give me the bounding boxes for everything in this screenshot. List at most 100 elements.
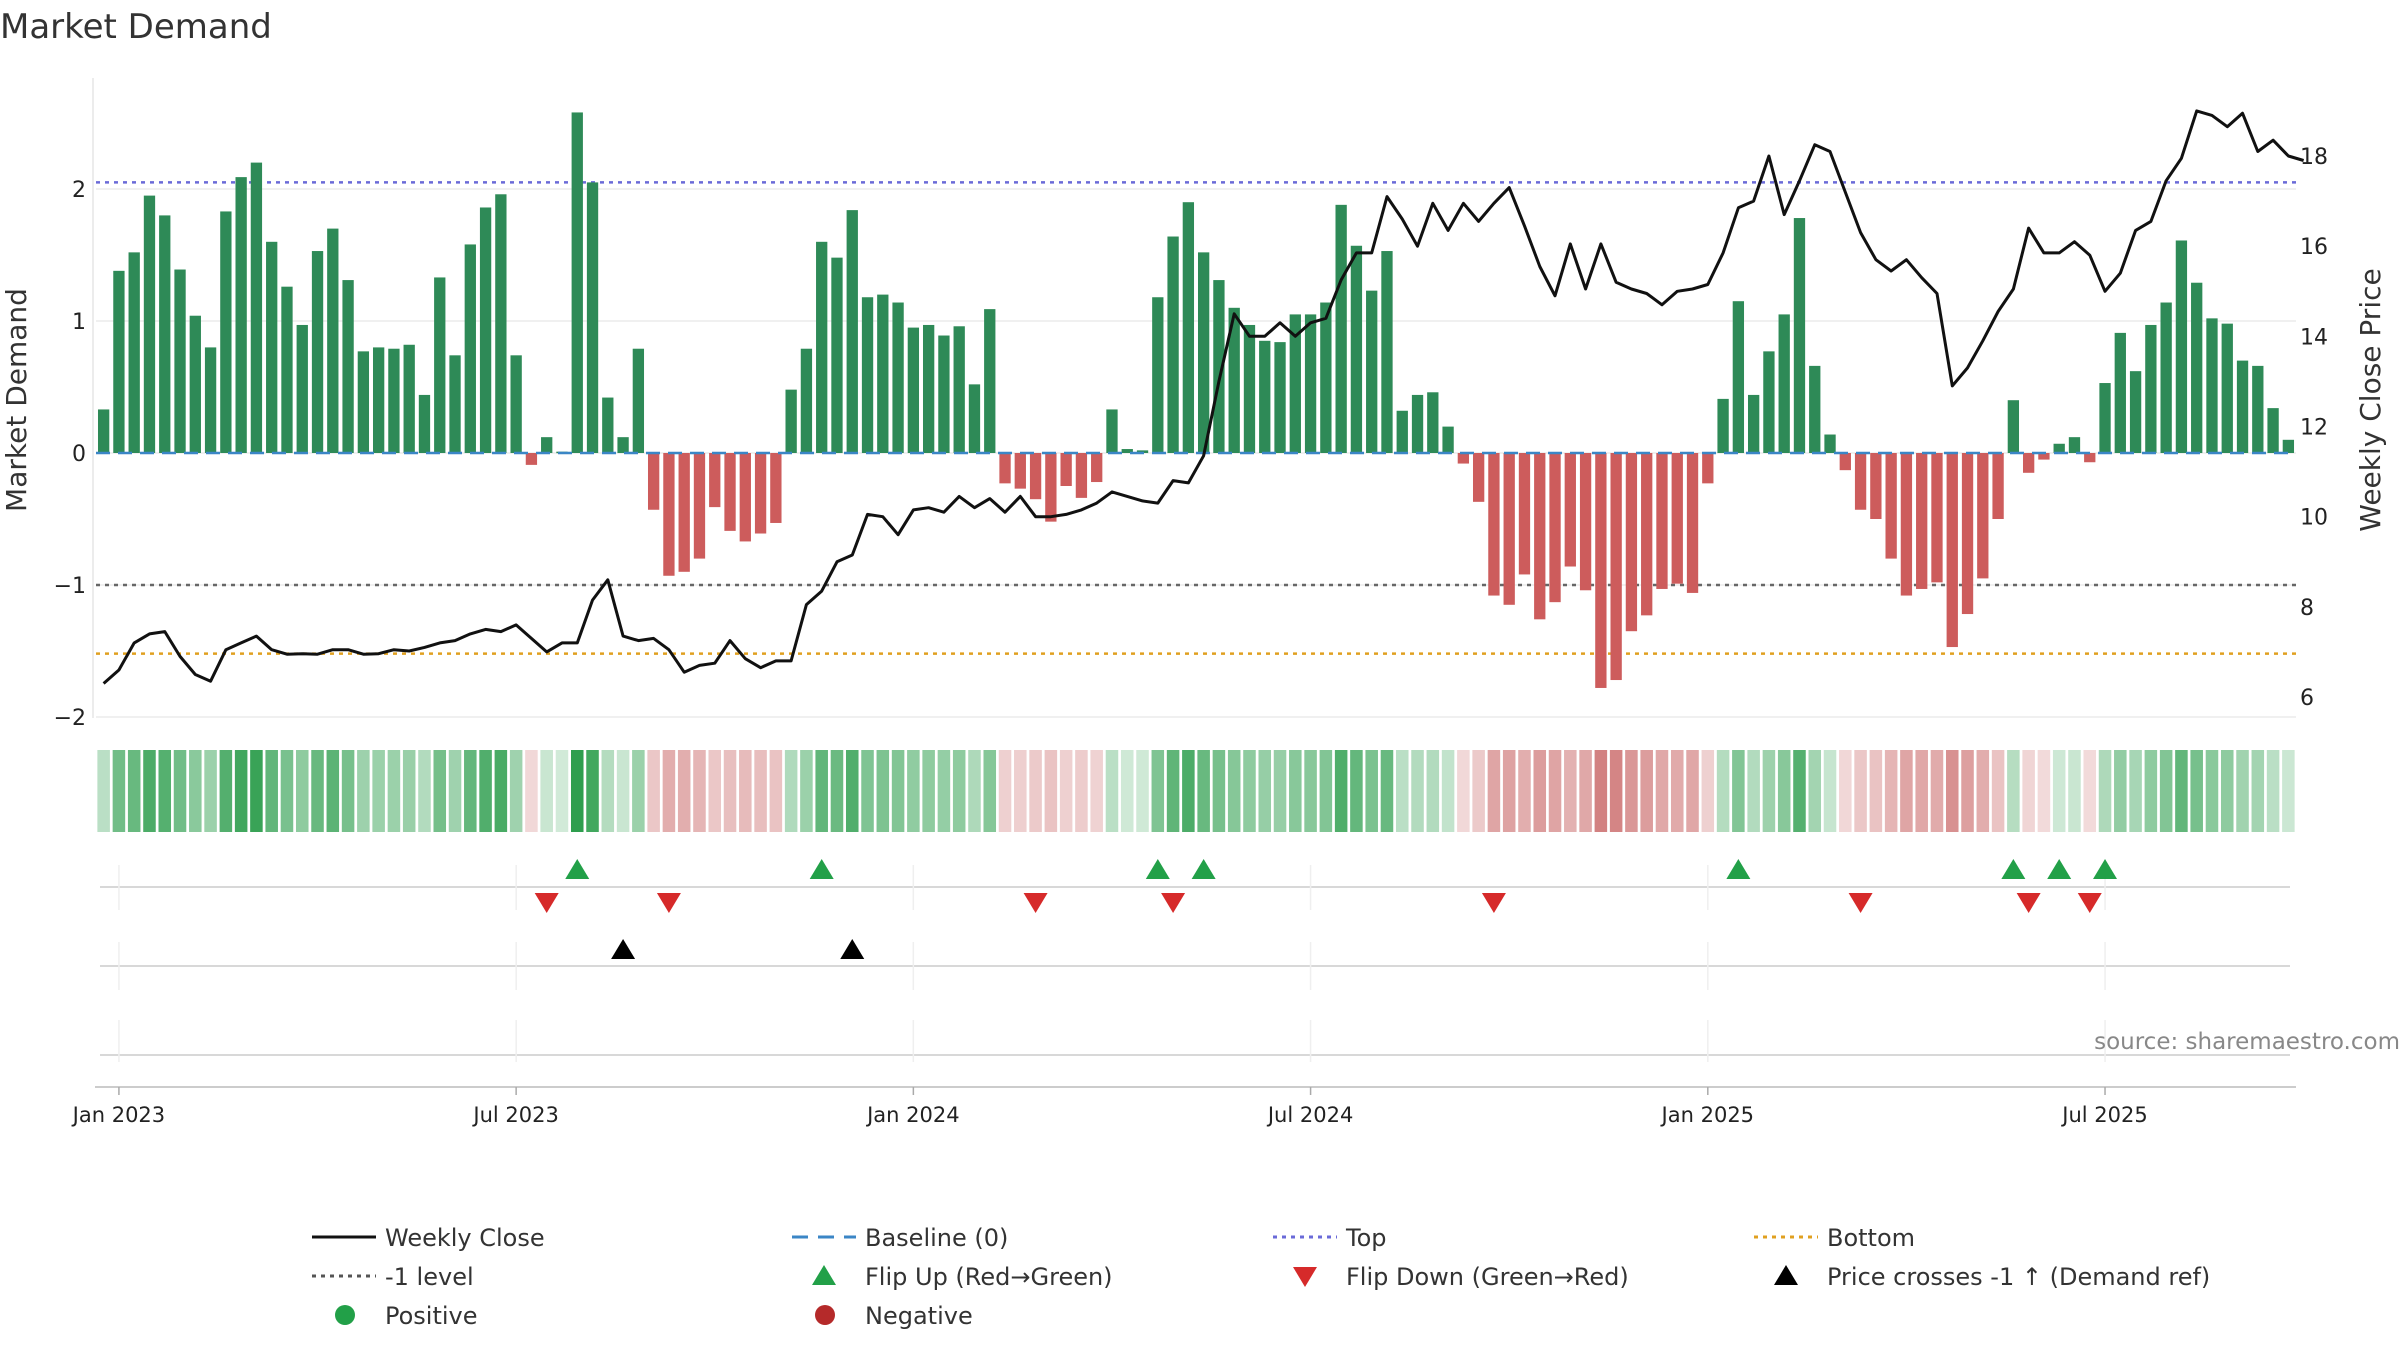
heat-cell xyxy=(769,750,783,832)
legend-item: Bottom xyxy=(1754,1224,1915,1252)
demand-bar-negative xyxy=(1854,453,1867,510)
demand-bar-positive xyxy=(1197,252,1210,453)
demand-bar-positive xyxy=(1213,280,1225,453)
right-axis-ticks: 18 16 14 12 10 8 6 xyxy=(2300,145,2328,711)
demand-bar-positive xyxy=(220,211,232,453)
heat-cell xyxy=(968,750,981,832)
demand-bar-positive xyxy=(479,207,492,453)
heat-cell xyxy=(1120,750,1134,832)
heat-cell xyxy=(173,750,187,832)
demand-bar-positive xyxy=(2206,318,2218,453)
heat-cell xyxy=(311,750,324,832)
legend-swatch xyxy=(812,1265,836,1285)
heat-cell xyxy=(754,750,767,832)
demand-bar-negative xyxy=(1503,453,1515,605)
heat-cell xyxy=(2282,750,2295,832)
heat-cell xyxy=(2251,750,2265,832)
demand-bar-positive xyxy=(1304,314,1317,453)
legend-label: Weekly Close xyxy=(385,1224,545,1252)
left-axis-ticks: 2 1 0 −1 −2 xyxy=(54,178,86,731)
demand-bar-positive xyxy=(1809,365,1821,453)
demand-bar-positive xyxy=(984,309,996,453)
demand-bar-positive xyxy=(434,277,446,453)
legend-item: -1 level xyxy=(312,1263,474,1291)
demand-bar-negative xyxy=(1472,453,1485,502)
heat-cell xyxy=(662,750,676,832)
right-tick-label: 14 xyxy=(2300,325,2328,350)
demand-bar-negative xyxy=(1060,453,1072,486)
right-tick-label: 16 xyxy=(2300,235,2328,260)
chart-title: Market Demand xyxy=(0,7,272,47)
demand-bar-negative xyxy=(1518,453,1531,575)
heat-cell xyxy=(1426,750,1440,832)
heat-cell xyxy=(1319,750,1333,832)
demand-bar-positive xyxy=(449,355,461,453)
heat-cell xyxy=(1808,750,1822,832)
demand-bar-positive xyxy=(1381,251,1393,453)
demand-bar-negative xyxy=(1977,453,1989,579)
demand-bar-positive xyxy=(1793,218,1806,453)
demand-bar-negative xyxy=(1534,453,1546,620)
heat-cell xyxy=(1411,750,1424,832)
heat-cell xyxy=(815,750,828,832)
heat-cell xyxy=(1151,750,1165,832)
heat-cell xyxy=(1166,750,1180,832)
heat-cell xyxy=(586,750,599,832)
demand-bar-positive xyxy=(418,394,431,453)
demand-bar-positive xyxy=(800,348,813,453)
price-cross-markers xyxy=(611,939,865,959)
demand-bar-positive xyxy=(159,215,171,453)
demand-bar-negative xyxy=(754,453,767,534)
heat-cell xyxy=(1854,750,1867,832)
demand-bar-positive xyxy=(2129,371,2142,453)
heat-cell xyxy=(525,750,538,832)
demand-bar-negative xyxy=(2038,453,2050,460)
demand-bar-negative xyxy=(1045,453,1057,522)
heat-cell xyxy=(1059,750,1073,832)
heat-cell xyxy=(708,750,722,832)
heat-cell xyxy=(1839,750,1852,832)
heat-cell xyxy=(937,750,951,832)
heat-cell xyxy=(2144,750,2158,832)
demand-bar-positive xyxy=(266,241,278,453)
demand-bar-negative xyxy=(2084,453,2096,463)
demand-bar-negative xyxy=(1656,453,1668,589)
heat-cell xyxy=(1136,750,1149,832)
heat-cell xyxy=(1243,750,1256,832)
flip-down-marker xyxy=(2016,893,2041,913)
heat-cell xyxy=(1747,750,1760,832)
demand-bar-positive xyxy=(128,252,140,453)
heat-cell xyxy=(1380,750,1394,832)
demand-bar-positive xyxy=(938,335,950,453)
demand-bar-negative xyxy=(1029,453,1042,500)
heat-cell xyxy=(1457,750,1470,832)
heat-cell xyxy=(723,750,737,832)
demand-bar-negative xyxy=(1839,453,1851,471)
demand-bar-positive xyxy=(1427,392,1439,453)
legend-label: Baseline (0) xyxy=(865,1224,1008,1252)
date-tick-label: Jan 2023 xyxy=(71,1103,166,1127)
heat-cell xyxy=(2022,750,2035,832)
demand-bar-positive xyxy=(250,162,263,453)
heat-cell xyxy=(1441,750,1455,832)
demand-bar-positive xyxy=(311,251,324,453)
demand-bar-positive xyxy=(2053,443,2065,453)
demand-bar-negative xyxy=(1900,453,1913,596)
legend-label: Bottom xyxy=(1827,1224,1915,1252)
heat-cell xyxy=(1777,750,1791,832)
demand-bar-negative xyxy=(724,453,736,531)
heat-cell xyxy=(1090,750,1103,832)
price-cross-marker xyxy=(840,939,865,959)
date-tick-label: Jul 2023 xyxy=(471,1103,558,1127)
heat-cell xyxy=(1365,750,1378,832)
heat-cell xyxy=(1258,750,1272,832)
heat-cell xyxy=(2098,750,2112,832)
heat-cell xyxy=(1579,750,1592,832)
heat-cell xyxy=(1197,750,1210,832)
demand-bar-positive xyxy=(342,280,354,453)
heat-cell xyxy=(1915,750,1928,832)
flip-up-marker xyxy=(2047,859,2072,879)
demand-bar-negative xyxy=(1931,453,1943,583)
heat-cell xyxy=(509,750,523,832)
demand-bar-negative xyxy=(1870,453,1882,519)
